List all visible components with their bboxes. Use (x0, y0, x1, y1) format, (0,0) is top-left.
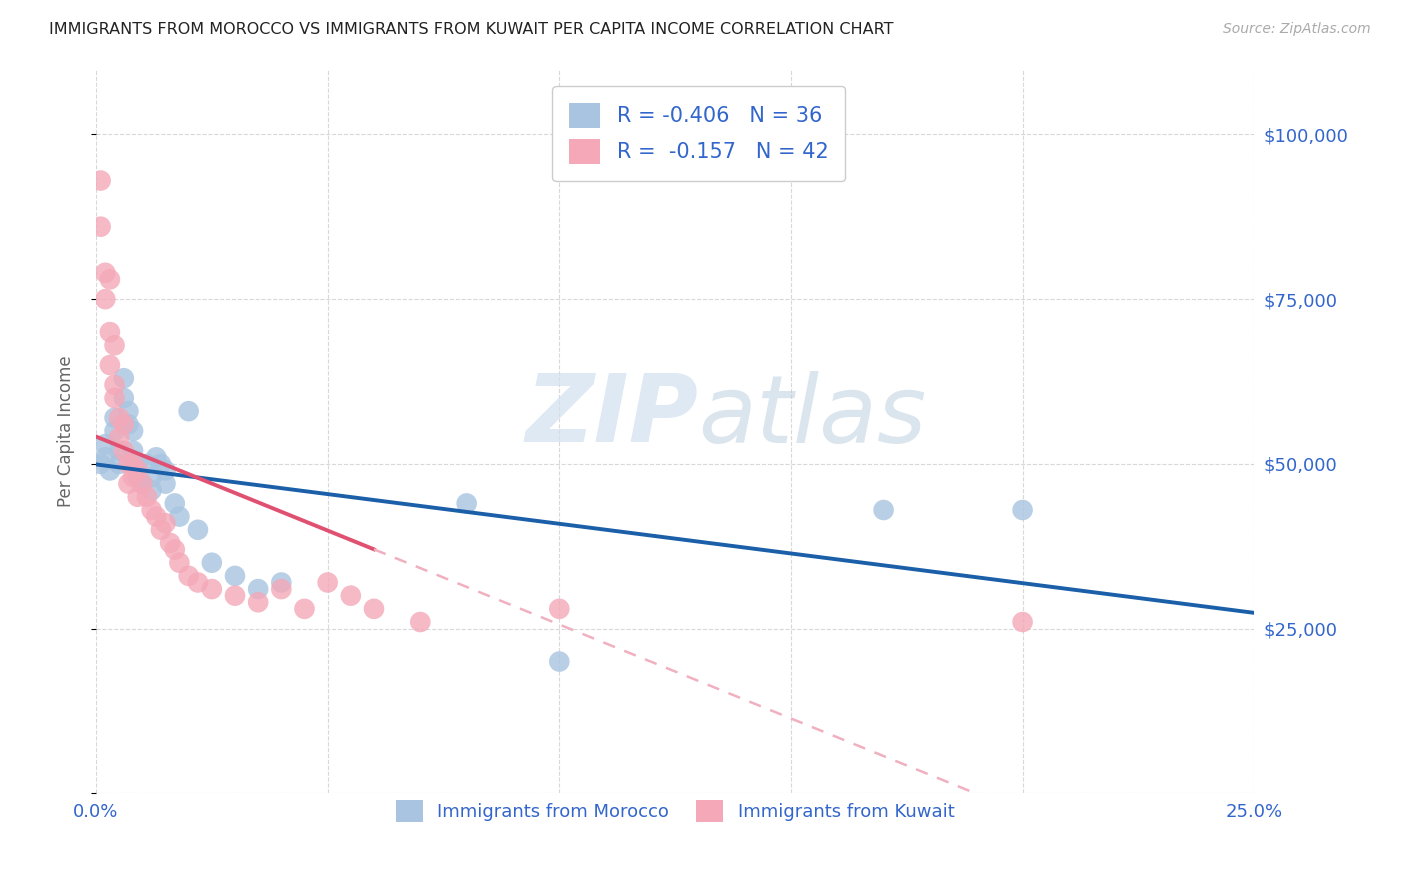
Point (155, 476, 177, 491)
Point (108, 430, 131, 444)
Point (94, 266, 117, 280)
Point (163, 542, 186, 557)
Point (108, 443, 131, 458)
Point (112, 417, 135, 432)
Point (456, 496, 478, 510)
Point (141, 483, 163, 498)
Point (548, 602, 571, 616)
Point (122, 443, 145, 458)
Text: IMMIGRANTS FROM MOROCCO VS IMMIGRANTS FROM KUWAIT PER CAPITA INCOME CORRELATION : IMMIGRANTS FROM MOROCCO VS IMMIGRANTS FR… (49, 22, 894, 37)
Point (177, 404, 200, 418)
Point (141, 503, 163, 517)
Point (90, 219, 112, 234)
Point (94, 437, 117, 451)
Point (94, 450, 117, 465)
Point (270, 582, 292, 596)
Point (108, 457, 131, 471)
Point (98, 358, 121, 372)
Point (127, 457, 149, 471)
Point (90, 457, 112, 471)
Point (201, 556, 224, 570)
Point (122, 424, 145, 438)
Point (1011, 615, 1033, 629)
Point (177, 569, 200, 583)
Point (136, 490, 159, 504)
Point (127, 470, 149, 484)
Point (117, 404, 139, 418)
Point (141, 470, 163, 484)
Point (103, 424, 125, 438)
Point (98, 272, 121, 286)
Point (155, 516, 177, 531)
Point (316, 575, 339, 590)
Point (155, 463, 177, 477)
Point (108, 410, 131, 425)
Point (169, 509, 191, 524)
Text: ZIP: ZIP (526, 370, 699, 462)
Point (117, 476, 139, 491)
Point (98, 463, 121, 477)
Point (169, 556, 191, 570)
Point (201, 582, 224, 596)
Point (103, 391, 125, 405)
Point (363, 602, 385, 616)
Point (103, 338, 125, 352)
Point (127, 463, 149, 477)
Point (340, 589, 363, 603)
Point (103, 410, 125, 425)
Point (112, 371, 135, 385)
Point (159, 536, 181, 550)
Text: Source: ZipAtlas.com: Source: ZipAtlas.com (1223, 22, 1371, 37)
Legend: Immigrants from Morocco, Immigrants from Kuwait: Immigrants from Morocco, Immigrants from… (382, 788, 967, 835)
Point (1011, 503, 1033, 517)
Point (122, 470, 145, 484)
Point (131, 476, 153, 491)
Point (247, 595, 270, 609)
Point (122, 457, 145, 471)
Point (94, 292, 117, 306)
Point (224, 589, 246, 603)
Text: atlas: atlas (699, 371, 927, 462)
Point (247, 582, 270, 596)
Point (548, 655, 571, 669)
Point (409, 615, 432, 629)
Point (117, 417, 139, 432)
Point (136, 457, 159, 471)
Point (112, 391, 135, 405)
Point (270, 575, 292, 590)
Point (117, 457, 139, 471)
Point (187, 575, 209, 590)
Point (145, 450, 167, 465)
Point (187, 523, 209, 537)
Point (145, 509, 167, 524)
Point (224, 569, 246, 583)
Point (98, 325, 121, 339)
Point (112, 443, 135, 458)
Point (127, 490, 149, 504)
Point (149, 457, 172, 471)
Point (131, 476, 153, 491)
Point (103, 377, 125, 392)
Point (872, 503, 894, 517)
Point (163, 496, 186, 510)
Y-axis label: Per Capita Income: Per Capita Income (58, 355, 75, 507)
Point (149, 523, 172, 537)
Point (294, 602, 316, 616)
Point (90, 173, 112, 187)
